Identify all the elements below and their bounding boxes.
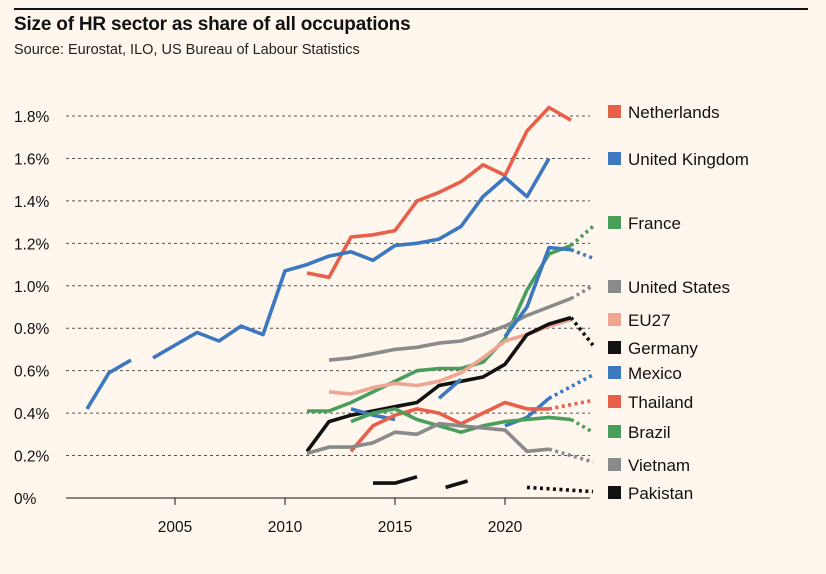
series-line-thailand bbox=[349, 400, 549, 453]
y-tick-label: 1.2% bbox=[14, 236, 50, 253]
series-projection-mexico-upper bbox=[570, 248, 594, 260]
legend-swatch-germany bbox=[608, 341, 621, 354]
x-tick-label: 2005 bbox=[158, 519, 192, 536]
series-line-pakistan bbox=[445, 479, 469, 490]
legend-swatch-netherlands bbox=[608, 105, 621, 118]
chart-title: Size of HR sector as share of all occupa… bbox=[14, 14, 411, 35]
legend-label-mexico: Mexico bbox=[628, 364, 682, 383]
y-tick-label: 1.4% bbox=[14, 194, 50, 211]
series-line-united-kingdom bbox=[85, 358, 132, 410]
series-projection-mexico bbox=[548, 373, 594, 400]
series-projection-thailand bbox=[548, 398, 594, 411]
legend-label-eu27: EU27 bbox=[628, 311, 671, 330]
series-line-mexico bbox=[437, 377, 463, 400]
legend-swatch-brazil bbox=[608, 425, 621, 438]
series-projection-germany bbox=[569, 316, 595, 347]
legend-swatch-mexico bbox=[608, 366, 621, 379]
series-line-united-states bbox=[328, 296, 572, 362]
y-tick-label: 0.8% bbox=[14, 321, 50, 338]
series-projection-united-states bbox=[570, 284, 594, 301]
y-tick-label: 0.4% bbox=[14, 406, 50, 423]
series-projection-brazil bbox=[570, 417, 594, 434]
series-line-brazil bbox=[350, 407, 572, 435]
legend-label-pakistan: Pakistan bbox=[628, 484, 693, 503]
y-tick-label: 0.6% bbox=[14, 364, 50, 381]
legend-label-france: France bbox=[628, 214, 681, 233]
legend-label-netherlands: Netherlands bbox=[628, 103, 720, 122]
legend-label-vietnam: Vietnam bbox=[628, 456, 690, 475]
legend-swatch-united-states bbox=[608, 280, 621, 293]
legend-swatch-eu27 bbox=[608, 313, 621, 326]
y-tick-label: 1.6% bbox=[14, 151, 50, 168]
series-projection-pakistan bbox=[526, 485, 594, 494]
chart-subtitle: Source: Eurostat, ILO, US Bureau of Labo… bbox=[14, 42, 360, 58]
series-line-mexico bbox=[504, 396, 551, 428]
series-line-vietnam bbox=[306, 421, 550, 456]
x-tick-label: 2020 bbox=[488, 519, 523, 536]
x-tick-label: 2010 bbox=[268, 519, 303, 536]
series-projection-vietnam bbox=[548, 447, 594, 464]
legend-swatch-pakistan bbox=[608, 486, 621, 499]
legend-label-germany: Germany bbox=[628, 339, 698, 358]
legend-swatch-france bbox=[608, 216, 621, 229]
y-tick-label: 1.0% bbox=[14, 279, 50, 296]
series-line-mexico-upper bbox=[503, 245, 572, 338]
legend-swatch-thailand bbox=[608, 395, 621, 408]
legend-swatch-united-kingdom bbox=[608, 152, 621, 165]
legend-label-thailand: Thailand bbox=[628, 393, 693, 412]
legend-swatch-vietnam bbox=[608, 458, 621, 471]
series-line-pakistan bbox=[373, 475, 418, 485]
x-tick-label: 2015 bbox=[378, 519, 412, 536]
y-tick-label: 0% bbox=[14, 491, 37, 508]
series-line-france bbox=[307, 243, 572, 413]
y-tick-label: 1.8% bbox=[14, 109, 50, 126]
legend-label-united-kingdom: United Kingdom bbox=[628, 150, 749, 169]
y-tick-label: 0.2% bbox=[14, 449, 50, 466]
legend-label-united-states: United States bbox=[628, 278, 730, 297]
series-projection-france bbox=[569, 225, 595, 247]
legend-label-brazil: Brazil bbox=[628, 423, 671, 442]
series-line-united-kingdom bbox=[152, 157, 551, 360]
series-line-germany bbox=[305, 315, 572, 453]
series-line-netherlands bbox=[306, 105, 572, 280]
top-rule bbox=[14, 8, 808, 10]
